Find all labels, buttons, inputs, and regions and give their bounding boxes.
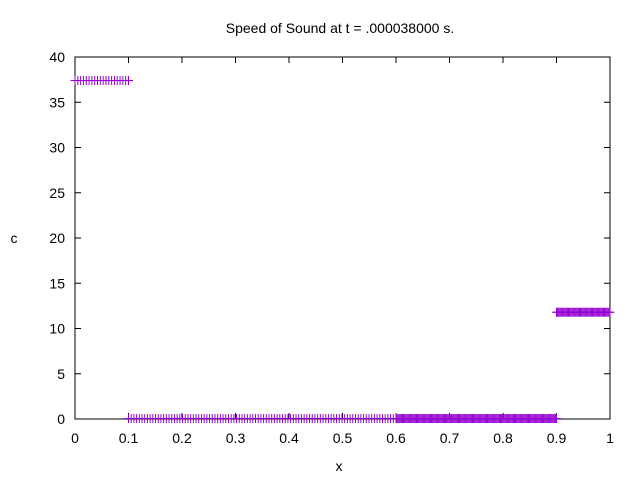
y-tick-label: 25 <box>49 185 65 201</box>
x-tick-label: 0 <box>71 430 79 446</box>
chart-title: Speed of Sound at t = .000038000 s. <box>226 20 454 36</box>
x-tick-label: 0.8 <box>493 430 513 446</box>
data-point <box>124 76 133 86</box>
y-axis-label: c <box>11 230 18 246</box>
data-points <box>70 76 615 424</box>
x-tick-label: 0.3 <box>226 430 246 446</box>
y-tick-label: 20 <box>49 230 65 246</box>
axes: 0 0.1 0.2 0.3 0.4 0.5 0.6 0.7 0.8 0.9 105101520253… <box>49 49 614 446</box>
y-tick-label: 15 <box>49 275 65 291</box>
x-tick-label: 0.5 <box>333 430 353 446</box>
y-tick-label: 0 <box>57 411 65 427</box>
data-point <box>552 414 561 424</box>
x-tick-label: 0.9 <box>547 430 567 446</box>
y-tick-label: 5 <box>57 366 65 382</box>
y-tick-label: 40 <box>49 49 65 65</box>
data-point <box>605 307 615 317</box>
x-tick-label: 1 <box>606 430 614 446</box>
x-tick-label: 0.2 <box>172 430 192 446</box>
y-tick-label: 30 <box>49 140 65 156</box>
x-tick-label: 0.6 <box>386 430 406 446</box>
plot-area-border <box>74 56 611 420</box>
x-axis-label: x <box>336 458 343 474</box>
y-tick-label: 10 <box>49 321 65 337</box>
x-tick-label: 0.1 <box>119 430 139 446</box>
y-tick-label: 35 <box>49 94 65 110</box>
x-tick-label: 0.7 <box>440 430 460 446</box>
x-tick-label: 0.4 <box>279 430 299 446</box>
